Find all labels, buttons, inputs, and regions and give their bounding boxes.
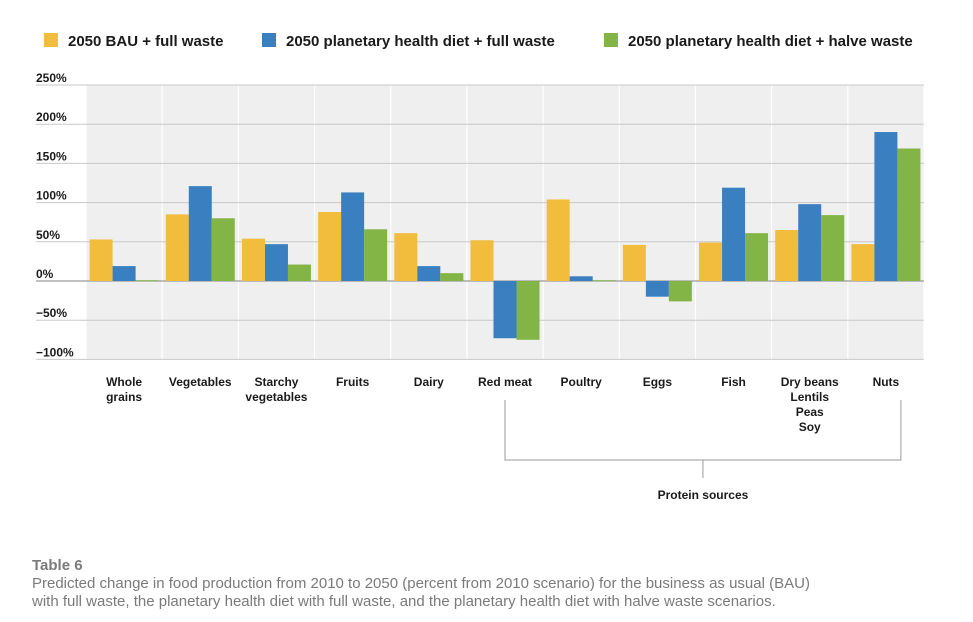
bar-3 <box>135 280 159 282</box>
legend-label-1: 2050 BAU + full waste <box>68 33 223 50</box>
bar-1 <box>318 212 342 281</box>
caption-title: Table 6 <box>32 557 83 574</box>
legend: 2050 BAU + full waste 2050 planetary heal… <box>44 33 913 50</box>
bar-1 <box>241 238 265 281</box>
y-axis-ticks: 250% 200% 150% 100% 50% 0% −50% −100% <box>36 71 74 359</box>
x-category-label: Red meat <box>478 375 532 389</box>
bar-2 <box>645 281 669 297</box>
category-band <box>619 85 695 360</box>
x-category-label: Dairy <box>414 375 444 389</box>
bar-1 <box>775 230 799 281</box>
bar-3 <box>211 218 235 281</box>
bar-2 <box>874 132 898 281</box>
bar-2 <box>188 186 212 281</box>
bar-2 <box>569 276 593 281</box>
y-tick-label: −50% <box>36 306 67 320</box>
bar-3 <box>287 264 311 281</box>
caption-line-2: with full waste, the planetary health di… <box>32 593 776 610</box>
bar-3 <box>440 273 464 281</box>
bar-1 <box>622 244 646 281</box>
bar-3 <box>745 233 769 281</box>
y-tick-label: 150% <box>36 149 67 163</box>
legend-swatch-3 <box>604 33 618 47</box>
bar-2 <box>417 266 441 281</box>
bar-3 <box>516 281 540 340</box>
y-tick-label: 100% <box>36 189 67 203</box>
bar-2 <box>493 281 517 339</box>
x-category-label: Fruits <box>336 375 370 389</box>
bar-3 <box>364 229 388 281</box>
x-category-label: Eggs <box>643 375 673 389</box>
bar-1 <box>546 199 570 281</box>
x-category-label: Whole grains <box>106 375 142 404</box>
legend-label-2: 2050 planetary health diet + full waste <box>286 33 555 50</box>
y-tick-label: 250% <box>36 71 67 85</box>
y-tick-label: 200% <box>36 110 67 124</box>
bar-3 <box>821 215 845 281</box>
x-category-label: Fish <box>721 375 746 389</box>
bar-2 <box>722 187 746 281</box>
x-category-label: Starchy vegetables <box>245 375 307 404</box>
protein-sources-bracket: Protein sources <box>504 400 902 502</box>
bar-2 <box>341 192 365 281</box>
category-band <box>238 85 314 360</box>
bar-1 <box>89 239 113 281</box>
bracket-line <box>504 400 902 478</box>
category-band <box>86 85 162 360</box>
x-category-label: Dry beans Lentils Peas Soy <box>781 375 839 434</box>
bar-1 <box>165 214 189 281</box>
legend-swatch-2 <box>262 33 276 47</box>
x-category-label: Poultry <box>561 375 603 389</box>
bar-2 <box>798 204 822 281</box>
x-category-label: Vegetables <box>169 375 232 389</box>
bar-1 <box>699 242 723 281</box>
bar-3 <box>668 281 692 302</box>
x-category-label: Nuts <box>873 375 900 389</box>
legend-label-3: 2050 planetary health diet + halve waste <box>628 33 913 50</box>
legend-swatch-1 <box>44 33 58 47</box>
bar-2 <box>112 266 136 281</box>
y-tick-label: 0% <box>36 267 54 281</box>
y-tick-label: 50% <box>36 228 60 242</box>
y-tick-label: −100% <box>36 345 74 359</box>
bar-2 <box>264 244 288 281</box>
bar-3 <box>592 280 616 282</box>
x-axis-categories: Whole grains Vegetables Starchy vegetables Fr… <box>106 375 899 434</box>
bar-3 <box>897 148 921 281</box>
category-bands <box>86 85 924 360</box>
caption-line-1: Predicted change in food production from… <box>32 575 810 592</box>
bar-1 <box>470 240 494 281</box>
protein-sources-label: Protein sources <box>658 488 749 502</box>
bar-1 <box>851 244 875 281</box>
bar-chart: 2050 BAU + full waste 2050 planetary heal… <box>36 33 924 502</box>
bars <box>89 132 921 340</box>
category-band <box>391 85 467 360</box>
figure-caption: Table 6 Predicted change in food product… <box>32 557 962 611</box>
bar-1 <box>394 233 418 281</box>
